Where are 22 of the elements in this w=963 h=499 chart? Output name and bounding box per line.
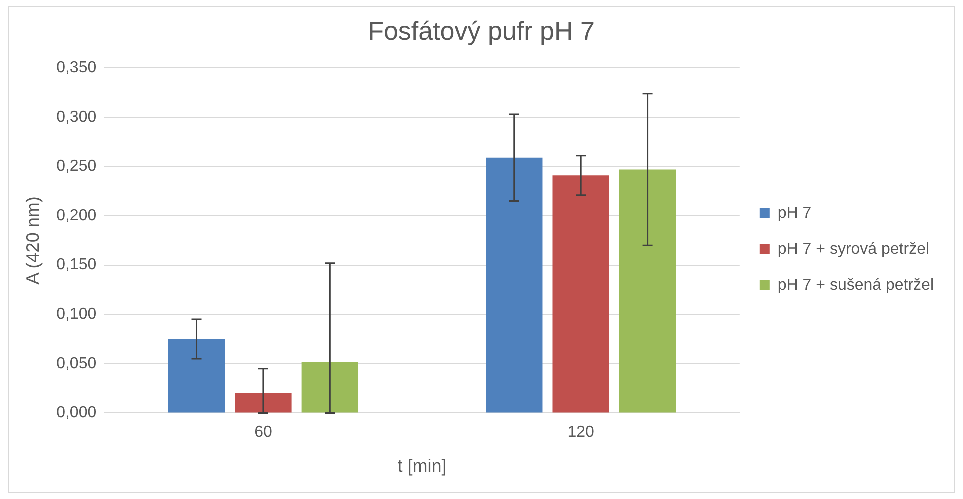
chart-title: Fosfátový pufr pH 7	[368, 16, 595, 46]
y-tick-label: 0,300	[56, 108, 97, 126]
y-axis-title: A (420 nm)	[22, 196, 43, 285]
y-tick-label: 0,050	[56, 355, 97, 372]
y-tick-label: 0,350	[56, 60, 97, 77]
legend-label: pH 7 + sušená petržel	[778, 276, 934, 294]
bar	[552, 176, 610, 413]
legend-label: pH 7	[778, 204, 812, 222]
bar	[302, 362, 359, 413]
bar	[235, 393, 292, 413]
legend-label: pH 7 + syrová petržel	[778, 240, 930, 258]
x-axis-title: t [min]	[398, 456, 447, 476]
bar	[168, 339, 226, 413]
y-tick-label: 0,150	[56, 256, 97, 274]
x-tick-label: 60	[254, 424, 272, 442]
x-tick-label: 120	[568, 424, 595, 442]
bar	[486, 158, 543, 413]
bar	[619, 170, 676, 413]
y-tick-label: 0,100	[56, 306, 97, 324]
y-tick-label: 0,000	[56, 404, 97, 422]
y-tick-label: 0,200	[56, 207, 97, 224]
y-tick-label: 0,250	[56, 158, 97, 176]
